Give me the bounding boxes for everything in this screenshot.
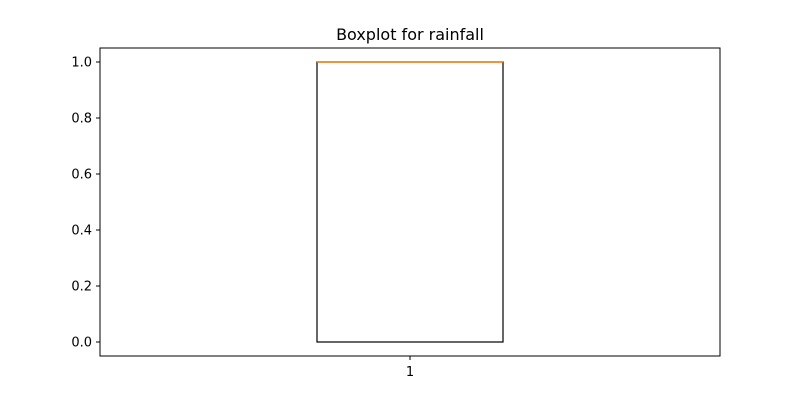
plot-frame bbox=[99, 47, 721, 357]
y-tick-label: 0.2 bbox=[71, 280, 92, 295]
x-tick-label: 1 bbox=[406, 365, 414, 380]
boxes-group bbox=[316, 61, 504, 343]
y-axis: 0.0 0.2 0.4 0.6 0.8 1.0 bbox=[71, 56, 100, 351]
box-iqr bbox=[316, 61, 504, 343]
y-tick-label: 0.8 bbox=[71, 112, 92, 127]
y-tick-label: 0.6 bbox=[71, 168, 92, 183]
chart-title: Boxplot for rainfall bbox=[336, 25, 484, 44]
x-axis: 1 bbox=[406, 356, 414, 380]
y-tick-label: 0.4 bbox=[71, 224, 92, 239]
y-tick-label: 1.0 bbox=[71, 56, 92, 71]
y-tick-label: 0.0 bbox=[71, 336, 92, 351]
